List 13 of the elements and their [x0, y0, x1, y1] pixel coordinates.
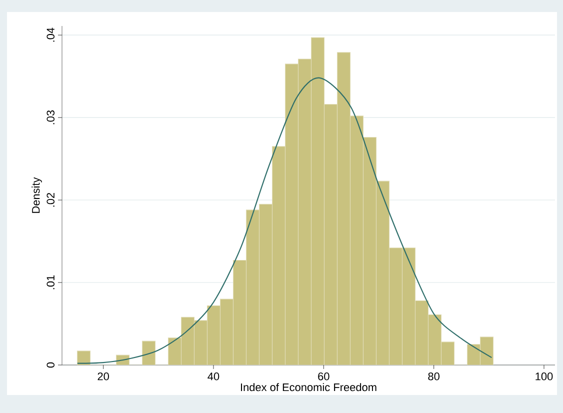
- x-tick-label: 40: [208, 372, 220, 380]
- y-tick-label: 0: [46, 362, 54, 368]
- x-axis-title: Index of Economic Freedom: [240, 383, 376, 392]
- y-axis-title: Density: [32, 177, 42, 213]
- y-tick-label: .04: [46, 28, 54, 42]
- y-tick-label: .03: [46, 110, 54, 124]
- x-tick-label: 80: [428, 372, 440, 380]
- x-tick-label: 60: [318, 372, 330, 380]
- x-tick-label: 100: [536, 372, 553, 380]
- y-tick-label: .02: [46, 192, 54, 207]
- y-tick-label: .01: [46, 275, 54, 290]
- line-series: [76, 77, 492, 364]
- x-tick-label: 20: [98, 372, 109, 380]
